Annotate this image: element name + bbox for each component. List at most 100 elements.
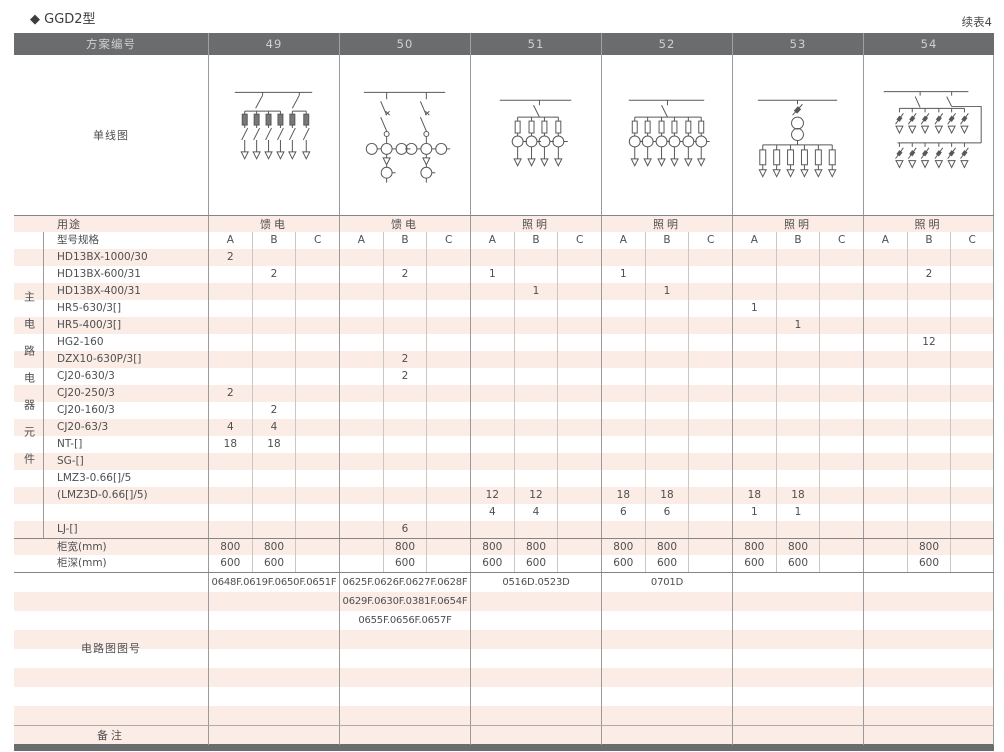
value-cell-53A: [732, 317, 776, 334]
spec-table: 方案编号 49 50 51 52 53 54 单线图: [14, 33, 994, 751]
value-cell-54C: [950, 317, 994, 334]
diagram-52-svg: [628, 99, 710, 167]
circuit-number-51: [470, 630, 601, 649]
value-cell-53B: 1: [775, 317, 820, 334]
value-cell-49B: [251, 317, 296, 334]
value-cell-53A: [732, 521, 776, 538]
value-cell-52B: [644, 436, 689, 453]
value-cell-49B: 4: [251, 419, 296, 436]
circuit-number-54: [863, 649, 994, 668]
circuit-number-50: [339, 630, 470, 649]
component-section: 型号规格 A B C A B C A B C A B C A B C A B C HD13BX-1000/30 2 HD1…: [14, 232, 994, 538]
single-line-diagram-52: [601, 55, 732, 215]
value-cell-52B: [644, 368, 689, 385]
value-cell-49B: 2: [251, 266, 296, 283]
value-cell-51A: [470, 334, 514, 351]
value-cell-50A: [339, 402, 383, 419]
value-cell-50A: [339, 334, 383, 351]
cabinet-depth-52A: 600: [601, 555, 645, 572]
value-cell-49C: [295, 300, 339, 317]
value-cell-50B: [382, 385, 427, 402]
value-cell-51B: [513, 453, 558, 470]
value-cell-51A: [470, 249, 514, 266]
value-cell-52B: 18: [644, 487, 689, 504]
value-cell-54C: [950, 351, 994, 368]
value-cell-50A: [339, 419, 383, 436]
value-cell-52C: [688, 368, 732, 385]
circuit-label-column: [14, 649, 208, 668]
remark-cell-51: [470, 726, 601, 745]
value-cell-50B: [382, 436, 427, 453]
circuit-number-50: [339, 668, 470, 687]
value-cell-53C: [819, 419, 863, 436]
cabinet-depth-54B: 600: [906, 555, 951, 572]
value-cell-52A: A: [601, 232, 645, 249]
value-cell-52B: [644, 402, 689, 419]
value-cell-53C: [819, 300, 863, 317]
value-cell-53C: [819, 470, 863, 487]
value-cell-52C: [688, 334, 732, 351]
circuit-number-51: [470, 592, 601, 611]
value-cell-51B: 12: [513, 487, 558, 504]
cabinet-width-50B: 800: [382, 539, 427, 556]
circuit-label-column: [14, 573, 208, 592]
value-cell-52B: [644, 521, 689, 538]
cabinet-depth-53B: 600: [775, 555, 820, 572]
value-cell-50C: [426, 249, 470, 266]
value-cell-54B: [906, 436, 951, 453]
value-cell-51B: [513, 436, 558, 453]
row-label: LJ-[]: [57, 523, 78, 535]
value-cell-54A: [863, 402, 907, 419]
value-cell-53A: [732, 334, 776, 351]
value-cell-53C: [819, 334, 863, 351]
value-cell-49A: [208, 334, 252, 351]
value-cell-50A: [339, 487, 383, 504]
circuit-number-row: [14, 706, 994, 725]
value-cell-52B: 1: [644, 283, 689, 300]
value-cell-50C: [426, 283, 470, 300]
value-cell-54C: [950, 504, 994, 521]
value-cell-50A: [339, 351, 383, 368]
value-cell-54C: [950, 385, 994, 402]
value-cell-53B: 18: [775, 487, 820, 504]
value-cell-54C: [950, 487, 994, 504]
table-bottom-bar: [14, 744, 994, 751]
circuit-number-54: [863, 706, 994, 725]
value-cell-52C: [688, 317, 732, 334]
value-cell-51A: [470, 436, 514, 453]
value-cell-53B: [775, 453, 820, 470]
value-cell-52C: [688, 300, 732, 317]
value-cell-54B: [906, 317, 951, 334]
diagram-51-svg: [499, 99, 572, 167]
value-cell-54A: [863, 385, 907, 402]
value-cell-54A: [863, 419, 907, 436]
usage-value-51: 照明: [470, 216, 601, 233]
circuit-label-column: [14, 668, 208, 687]
row-label: HR5-400/3[]: [57, 319, 122, 331]
component-row: HD13BX-1000/30 2: [14, 249, 994, 266]
cabinet-width-51B: 800: [513, 539, 558, 556]
value-cell-51C: [557, 300, 601, 317]
value-cell-54C: [950, 453, 994, 470]
value-cell-50A: [339, 436, 383, 453]
remark-cell-54: [863, 726, 994, 745]
value-cell-49A: 2: [208, 385, 252, 402]
value-cell-50B: [382, 419, 427, 436]
cabinet-depth-row: 柜深(mm) 600 600 600 600 600 600 600 600 600 600: [14, 555, 994, 572]
circuit-label-column: [14, 630, 208, 649]
value-cell-53A: [732, 368, 776, 385]
cabinet-width-49B: 800: [251, 539, 296, 556]
value-cell-54B: [906, 300, 951, 317]
circuit-number-54: [863, 630, 994, 649]
value-cell-54B: [906, 368, 951, 385]
value-cell-51C: [557, 504, 601, 521]
value-cell-50C: [426, 266, 470, 283]
value-cell-50A: [339, 453, 383, 470]
value-cell-49A: [208, 317, 252, 334]
value-cell-51C: [557, 266, 601, 283]
value-cell-49C: [295, 317, 339, 334]
value-cell-53B: [775, 385, 820, 402]
value-cell-52A: 18: [601, 487, 645, 504]
value-cell-51C: [557, 402, 601, 419]
value-cell-53B: [775, 249, 820, 266]
